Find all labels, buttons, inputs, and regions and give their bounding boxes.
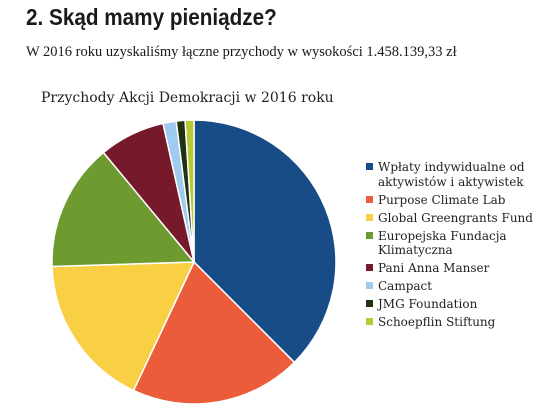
- pie-slice-2: [51, 261, 196, 392]
- legend-swatch: [366, 282, 373, 289]
- legend-item: Global Greengrants Fund: [366, 211, 541, 226]
- legend-item: Schoepflin Stiftung: [366, 315, 541, 330]
- chart-legend: Wpłaty indywidualne od aktywistów i akty…: [366, 160, 541, 333]
- section-heading: 2. Skąd mamy pieniądze?: [26, 4, 277, 30]
- legend-item: JMG Foundation: [366, 297, 541, 312]
- legend-item: Pani Anna Manser: [366, 261, 541, 276]
- legend-label: Purpose Climate Lab: [378, 192, 506, 207]
- legend-swatch: [366, 195, 373, 203]
- legend-label: Europejska Fundacja Klimatyczna: [378, 228, 507, 258]
- legend-item: Wpłaty indywidualne od aktywistów i akty…: [366, 160, 541, 189]
- legend-swatch: [366, 213, 373, 221]
- legend-swatch: [366, 264, 373, 271]
- pie-slice-1: [132, 260, 296, 405]
- legend-label: Schoepflin Stiftung: [378, 315, 496, 329]
- legend-label: Wpłaty indywidualne od aktywistów i akty…: [378, 160, 525, 189]
- pie-slice-0: [193, 119, 337, 364]
- pie-slice-7: [184, 119, 195, 263]
- legend-swatch: [366, 300, 373, 307]
- legend-label: Campact: [378, 279, 433, 293]
- legend-label: JMG Foundation: [378, 297, 478, 311]
- legend-label: Pani Anna Manser: [378, 261, 490, 275]
- legend-swatch: [366, 231, 373, 239]
- legend-item: Purpose Climate Lab: [366, 193, 541, 208]
- pie-slice-3: [51, 151, 196, 268]
- pie-slices: [51, 119, 337, 405]
- legend-item: Campact: [366, 279, 541, 294]
- legend-item: Europejska Fundacja Klimatyczna: [366, 229, 541, 258]
- legend-swatch: [366, 318, 373, 325]
- revenue-intro-text: W 2016 roku uzyskaliśmy łączne przychody…: [26, 44, 457, 60]
- chart-title: Przychody Akcji Demokracji w 2016 roku: [41, 90, 334, 106]
- legend-swatch: [366, 163, 373, 170]
- legend-label: Global Greengrants Fund: [378, 210, 533, 225]
